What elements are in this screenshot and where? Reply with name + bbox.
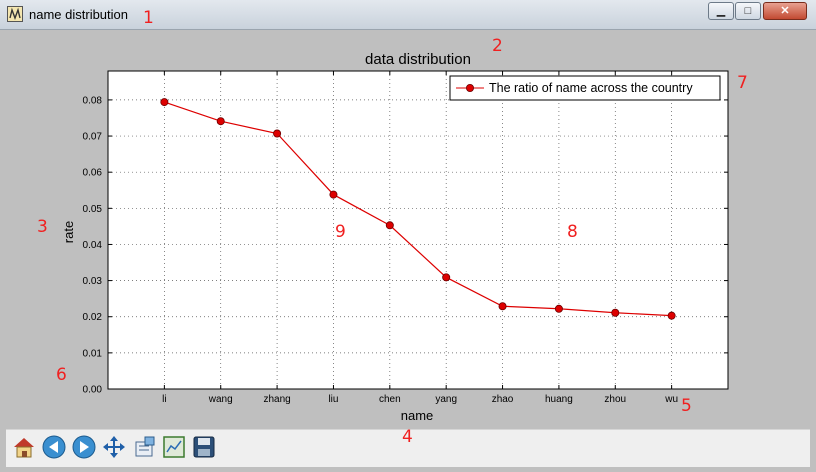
data-point bbox=[160, 98, 169, 107]
x-tick-label: wang bbox=[208, 394, 233, 405]
back-icon[interactable] bbox=[41, 434, 67, 460]
zoom-rect-icon[interactable] bbox=[161, 434, 187, 460]
annotation-3: 3 bbox=[37, 217, 48, 237]
figure-window: li wang zhang liu chen yang zhao huang zhou wu 0.0… bbox=[6, 30, 810, 467]
annotation-6: 6 bbox=[56, 365, 67, 385]
data-point bbox=[554, 304, 563, 313]
y-tick-label: 0.03 bbox=[83, 276, 103, 287]
series-line bbox=[164, 101, 672, 317]
data-point bbox=[667, 311, 676, 320]
x-tick-label: yang bbox=[435, 394, 457, 405]
x-axis-label: name bbox=[401, 408, 434, 423]
plot-frame bbox=[107, 70, 729, 390]
annotation-7: 7 bbox=[737, 73, 748, 93]
pan-icon[interactable] bbox=[101, 434, 127, 460]
y-tick-label: 0.05 bbox=[83, 204, 103, 215]
axis-ticks: li wang zhang liu chen yang zhao huang zhou wu 0.0… bbox=[83, 71, 728, 405]
annotation-1: 1 bbox=[143, 8, 154, 28]
app-icon bbox=[7, 6, 23, 22]
forward-icon[interactable] bbox=[71, 434, 97, 460]
series-group bbox=[160, 98, 676, 320]
data-point bbox=[329, 190, 338, 199]
plot-background bbox=[108, 71, 728, 389]
window-title: name distribution bbox=[29, 7, 128, 22]
chart-title: data distribution bbox=[365, 51, 471, 68]
legend-marker bbox=[465, 84, 474, 93]
y-tick-label: 0.06 bbox=[83, 168, 103, 179]
maximize-button[interactable]: □ bbox=[735, 2, 761, 20]
x-tick-label: wu bbox=[664, 394, 678, 405]
x-tick-label: zhang bbox=[263, 394, 290, 405]
title-bar: name distribution ▁ □ ✕ bbox=[0, 0, 816, 30]
legend: The ratio of name across the country bbox=[449, 75, 721, 101]
y-tick-label: 0.07 bbox=[83, 132, 103, 143]
data-point bbox=[498, 302, 507, 311]
annotation-9: 9 bbox=[335, 222, 346, 242]
configure-subplots-icon[interactable] bbox=[131, 434, 157, 460]
annotation-4: 4 bbox=[402, 427, 413, 447]
data-point bbox=[442, 273, 451, 282]
figure-canvas[interactable]: li wang zhang liu chen yang zhao huang zhou wu 0.0… bbox=[6, 30, 810, 430]
x-tick-label: chen bbox=[379, 394, 401, 405]
annotation-5: 5 bbox=[681, 396, 692, 416]
x-tick-label: zhou bbox=[604, 394, 626, 405]
y-tick-label: 0.02 bbox=[83, 312, 103, 323]
save-icon[interactable] bbox=[191, 434, 217, 460]
legend-box bbox=[449, 75, 721, 101]
x-tick-label: huang bbox=[545, 394, 573, 405]
legend-label: The ratio of name across the country bbox=[489, 81, 693, 95]
close-button[interactable]: ✕ bbox=[763, 2, 807, 20]
minimize-button[interactable]: ▁ bbox=[708, 2, 734, 20]
annotation-8: 8 bbox=[567, 222, 578, 242]
data-point bbox=[273, 129, 282, 138]
line-chart: li wang zhang liu chen yang zhao huang zhou wu 0.0… bbox=[61, 51, 729, 423]
data-point bbox=[611, 308, 620, 317]
x-tick-label: li bbox=[162, 394, 166, 405]
y-axis-label: rate bbox=[61, 221, 76, 243]
y-tick-label: 0.08 bbox=[83, 95, 103, 106]
y-tick-label: 0.01 bbox=[83, 348, 103, 359]
data-point bbox=[385, 221, 394, 230]
navigation-toolbar bbox=[6, 429, 810, 467]
x-tick-label: zhao bbox=[492, 394, 514, 405]
data-point bbox=[216, 117, 225, 126]
y-tick-label: 0.00 bbox=[83, 385, 103, 396]
y-tick-label: 0.04 bbox=[83, 240, 103, 251]
x-tick-label: liu bbox=[328, 394, 338, 405]
home-icon[interactable] bbox=[11, 434, 37, 460]
annotation-2: 2 bbox=[492, 36, 503, 56]
